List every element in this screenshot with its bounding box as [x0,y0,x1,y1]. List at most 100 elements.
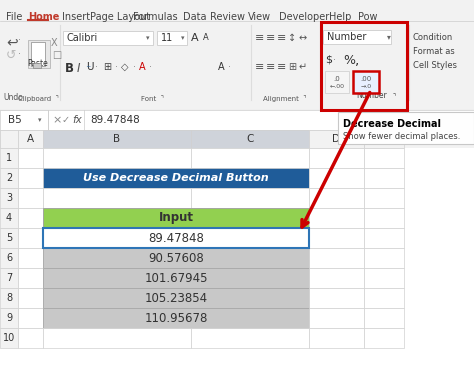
Text: ✓: ✓ [62,115,70,125]
Text: Format as: Format as [413,47,455,56]
Text: Calibri: Calibri [67,33,98,43]
Bar [323,30,391,44]
Bar [28,40,50,68]
Text: fx: fx [72,115,82,125]
Text: 4: 4 [6,213,12,223]
Text: Help: Help [329,12,351,22]
Bar [309,288,364,308]
Text: Formulas: Formulas [133,12,178,22]
Text: exceldemy: exceldemy [200,313,253,323]
Text: ↵: ↵ [299,62,307,72]
Bar [191,188,309,208]
Bar [18,308,43,328]
Bar [0,288,18,308]
Text: A: A [139,62,146,72]
Text: B: B [113,134,120,144]
Bar [18,168,43,188]
Text: 11: 11 [161,33,173,43]
Text: Review: Review [210,12,245,22]
Bar [309,168,364,188]
Text: 90.57608: 90.57608 [148,251,204,264]
Text: X: X [51,38,58,48]
Bar [0,188,18,208]
Bar [364,208,404,228]
Bar [309,268,364,288]
Text: 9: 9 [6,313,12,323]
Bar [309,228,364,248]
Text: ·: · [18,49,21,59]
Bar [43,268,309,288]
Bar [309,328,364,348]
Bar [157,31,187,45]
Text: ▾: ▾ [38,117,42,123]
Text: ≡: ≡ [255,62,264,72]
Text: .0: .0 [334,76,340,82]
Text: □: □ [52,50,61,60]
Bar [43,208,309,228]
Bar [309,248,364,268]
Bar [0,110,474,130]
Text: ≡: ≡ [277,62,286,72]
Bar [18,268,43,288]
Text: Insert: Insert [62,12,90,22]
Text: ↕: ↕ [288,33,296,43]
Bar [364,148,404,168]
Text: 89.47848: 89.47848 [90,115,140,125]
Bar [18,328,43,348]
Text: Clipboard  ⌝: Clipboard ⌝ [18,95,58,102]
Text: ↩: ↩ [6,35,18,49]
Text: U: U [86,62,93,72]
Text: ⌝: ⌝ [393,94,396,100]
Text: 89.47848: 89.47848 [148,232,204,245]
Bar [364,248,404,268]
Bar [0,110,48,130]
Bar [43,168,309,188]
Text: Use Decrease Decimal Button: Use Decrease Decimal Button [83,173,269,183]
Bar [18,228,43,248]
Bar [191,148,309,168]
Text: E: E [381,134,387,144]
Bar [43,248,309,268]
Text: 101.67945: 101.67945 [144,272,208,285]
Bar [364,188,404,208]
Text: ·: · [228,62,231,72]
Bar [364,130,404,148]
Bar [43,148,191,168]
Bar [0,130,474,148]
Bar [0,130,18,148]
Bar [364,268,404,288]
Bar [0,168,18,188]
Text: Developer: Developer [279,12,329,22]
Text: ·: · [149,62,152,72]
Bar [63,31,153,45]
Text: Input: Input [158,211,193,224]
Bar [0,308,18,328]
Text: Decrease Decimal: Decrease Decimal [343,119,441,129]
Text: ◇: ◇ [121,62,128,72]
Bar [364,308,404,328]
Bar [18,208,43,228]
Bar [0,268,18,288]
Bar [309,188,364,208]
Text: 5: 5 [6,233,12,243]
Text: Show fewer decimal places.: Show fewer decimal places. [343,132,460,141]
Bar [364,228,404,248]
Text: ·: · [18,35,21,45]
Text: ↔: ↔ [299,33,307,43]
Text: 7: 7 [6,273,12,283]
Text: Number: Number [356,91,387,100]
Text: A: A [203,34,209,43]
Bar [0,208,18,228]
Bar [43,288,309,308]
Bar [309,308,364,328]
Text: →.0: →.0 [360,85,372,90]
Text: A: A [191,33,199,43]
Text: %: % [343,53,355,67]
Text: 3: 3 [6,193,12,203]
Bar [18,130,43,148]
Bar [0,328,18,348]
Text: ≡: ≡ [266,62,275,72]
Text: ←.00: ←.00 [329,85,345,90]
Bar [364,168,404,188]
Text: I: I [77,62,81,75]
